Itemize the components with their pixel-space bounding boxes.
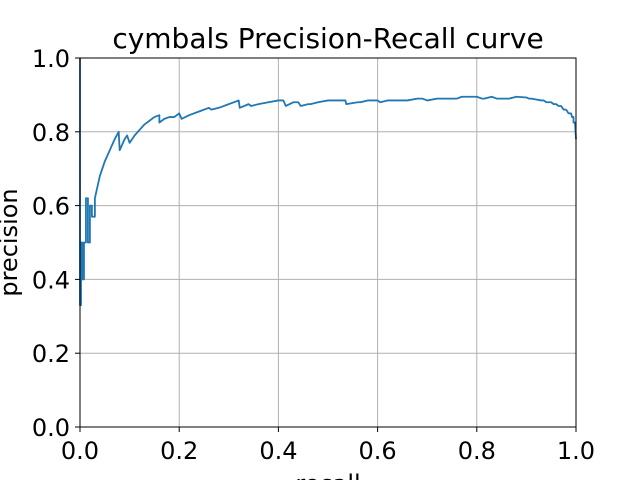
y-tick-label: 0.0 (32, 414, 70, 442)
y-tick-label: 0.2 (32, 340, 70, 368)
y-tick-label: 1.0 (32, 45, 70, 73)
y-axis-ticks: 0.0 0.2 0.4 0.6 0.8 1.0 (32, 45, 80, 442)
plot-frame (79, 57, 577, 428)
y-tick-label: 0.8 (32, 119, 70, 147)
x-tick-label: 0.2 (160, 437, 198, 465)
y-tick-label: 0.6 (32, 193, 70, 221)
y-axis-title: precision (0, 188, 23, 296)
x-tick-label: 0.4 (259, 437, 297, 465)
x-tick-label: 1.0 (557, 437, 595, 465)
series-group (79, 58, 577, 307)
precision-recall-line (79, 58, 577, 307)
x-tick-label: 0.0 (61, 437, 99, 465)
y-tick-label: 0.4 (32, 266, 70, 294)
chart-title: cymbals Precision-Recall curve (112, 22, 543, 55)
x-axis-title: recall (295, 470, 360, 480)
x-axis-ticks: 0.0 0.2 0.4 0.6 0.8 1.0 (61, 427, 595, 465)
x-tick-label: 0.6 (359, 437, 397, 465)
x-tick-label: 0.8 (458, 437, 496, 465)
